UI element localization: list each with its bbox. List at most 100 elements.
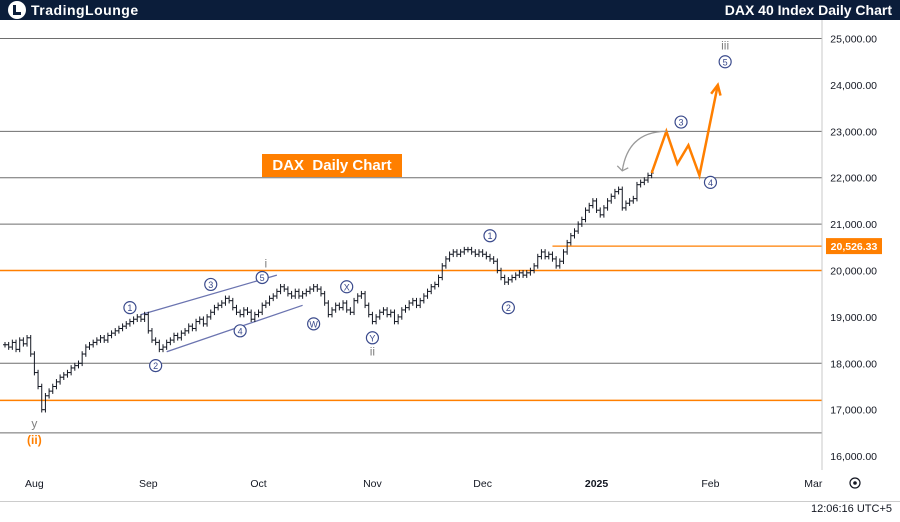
x-tick-label: Feb xyxy=(701,478,719,490)
price-bar xyxy=(94,337,99,346)
price-bar xyxy=(91,339,96,348)
price-bar xyxy=(598,207,603,218)
price-bar xyxy=(627,198,632,207)
y-tick-label: 18,000.00 xyxy=(830,358,877,370)
price-bar xyxy=(429,283,434,295)
price-bar xyxy=(76,360,81,369)
wave-label: W xyxy=(307,317,321,331)
price-bar xyxy=(146,311,151,334)
price-bar xyxy=(157,339,162,353)
price-bar xyxy=(3,341,7,348)
price-bar xyxy=(72,362,77,371)
price-bar xyxy=(487,253,492,262)
price-bar xyxy=(407,300,412,311)
price-bar xyxy=(120,323,125,332)
y-tick-label: 22,000.00 xyxy=(830,173,877,185)
price-bar xyxy=(300,290,305,299)
price-bar xyxy=(363,290,368,309)
settings-icon[interactable] xyxy=(849,477,861,489)
price-bar xyxy=(296,288,301,299)
time-axis-footer xyxy=(0,501,900,522)
price-bar xyxy=(392,309,397,325)
price-bar xyxy=(14,339,19,353)
price-bar xyxy=(256,309,261,318)
price-bar xyxy=(381,307,386,316)
price-bar xyxy=(39,383,44,413)
price-bar xyxy=(341,300,346,311)
price-bar xyxy=(587,202,592,213)
price-bar xyxy=(223,295,228,306)
wave-label-text: X xyxy=(344,282,350,292)
price-bar xyxy=(326,300,331,318)
price-bar xyxy=(462,246,467,255)
wave-label-text: 3 xyxy=(679,118,684,128)
price-bar xyxy=(579,216,584,227)
price-bar xyxy=(546,251,551,260)
price-bar xyxy=(572,228,577,239)
wave-label: 2 xyxy=(501,301,515,315)
price-bar xyxy=(61,372,66,380)
y-tick-label: 24,000.00 xyxy=(830,80,877,92)
price-bar xyxy=(172,332,177,343)
wave-label-circle xyxy=(233,324,247,338)
y-tick-label: 19,000.00 xyxy=(830,312,877,324)
price-bar xyxy=(532,263,537,274)
price-bar xyxy=(65,369,70,378)
clock: 12:06:16 UTC+5 xyxy=(810,503,892,515)
price-bar xyxy=(524,270,529,278)
x-tick-label: Dec xyxy=(473,478,492,490)
price-bar xyxy=(113,328,118,336)
wave-label-text: W xyxy=(309,319,318,329)
price-bar xyxy=(32,351,37,376)
wave-label-circle xyxy=(718,55,732,69)
price-bar xyxy=(330,307,335,318)
price-bar xyxy=(447,251,452,262)
price-bar xyxy=(634,181,639,202)
price-bar xyxy=(47,388,52,399)
price-bar xyxy=(168,337,173,346)
price-bar xyxy=(318,286,323,297)
wave-label: 4 xyxy=(233,324,247,338)
x-tick-label: Aug xyxy=(25,478,44,490)
price-bar xyxy=(282,283,287,292)
wave-label-text: 5 xyxy=(260,273,265,283)
price-tag-text: 20,526.33 xyxy=(831,241,878,253)
price-bar xyxy=(175,332,180,341)
price-bar xyxy=(612,188,617,200)
price-bar xyxy=(245,307,250,316)
price-bar xyxy=(219,300,224,309)
wave-label-text: 2 xyxy=(506,303,511,313)
price-bar xyxy=(43,392,48,413)
banner-text: DAX Daily Chart xyxy=(272,157,391,174)
channel-line-0 xyxy=(140,274,278,316)
price-bar xyxy=(458,249,463,258)
wave-label-circle xyxy=(703,175,718,189)
price-bar xyxy=(465,246,470,253)
wave-label-text: 4 xyxy=(238,326,243,336)
price-bar xyxy=(616,186,621,195)
price-bar xyxy=(135,314,140,323)
price-bar xyxy=(396,314,401,325)
wave-label-text: 4 xyxy=(708,178,713,188)
wave-label: Y xyxy=(365,331,380,345)
price-bar xyxy=(554,256,559,269)
wave-label: X xyxy=(340,280,354,294)
wave-label-text: 5 xyxy=(723,57,728,67)
price-bar xyxy=(153,337,158,346)
price-bar xyxy=(568,232,573,246)
price-bar xyxy=(58,374,63,385)
price-bar xyxy=(344,300,349,313)
price-bar xyxy=(10,339,15,350)
price-bar xyxy=(311,283,316,292)
price-bar xyxy=(366,302,371,318)
price-bar xyxy=(521,270,526,278)
price-bar xyxy=(36,369,41,390)
price-bar xyxy=(576,221,581,234)
price-bar xyxy=(620,186,625,211)
price-bar xyxy=(642,177,647,186)
price-bar xyxy=(543,249,548,260)
price-bar xyxy=(278,283,283,295)
wave-label-circle xyxy=(340,280,354,294)
